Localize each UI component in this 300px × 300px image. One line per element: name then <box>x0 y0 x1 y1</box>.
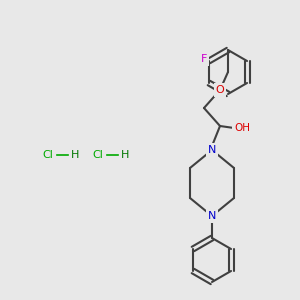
Text: F: F <box>201 54 207 64</box>
Text: Cl: Cl <box>93 150 104 160</box>
Text: Cl: Cl <box>43 150 53 160</box>
Text: N: N <box>208 211 216 221</box>
Text: H: H <box>71 150 79 160</box>
Text: N: N <box>208 145 216 155</box>
Text: OH: OH <box>234 123 250 133</box>
Text: H: H <box>121 150 129 160</box>
Text: O: O <box>216 85 224 95</box>
